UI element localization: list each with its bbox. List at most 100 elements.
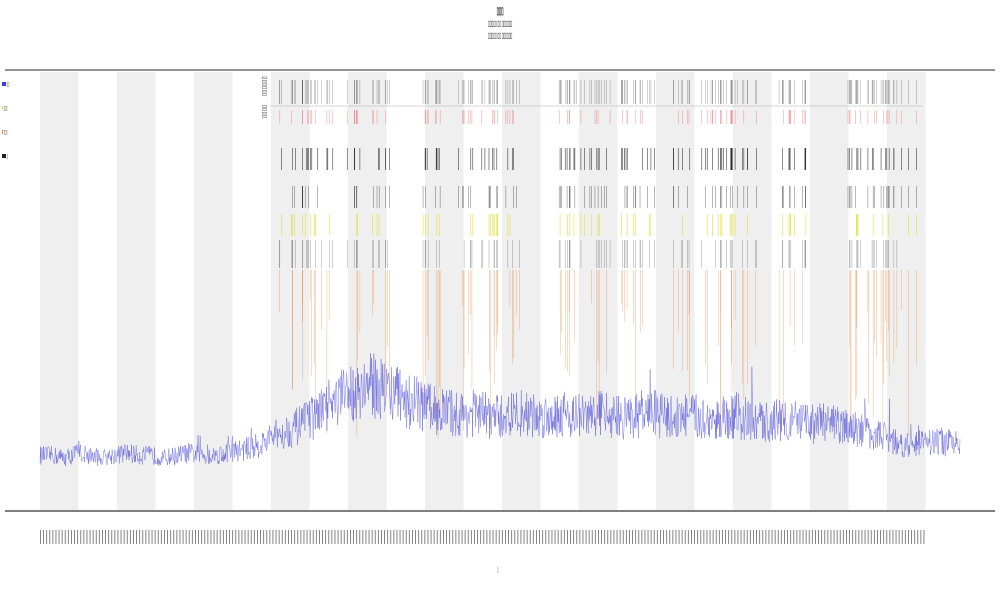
x-tick-label: [306, 530, 308, 544]
x-tick-label: [319, 530, 320, 544]
x-tick-label: [722, 530, 723, 544]
x-tick-label: [133, 530, 134, 544]
x-tick-label: [142, 530, 144, 544]
x-tick-label: [173, 530, 175, 544]
x-tick-label: [753, 530, 754, 544]
x-tick-label: [923, 530, 925, 544]
x-tick-label: [756, 530, 757, 544]
event-markers: [279, 80, 917, 439]
x-tick-label: [846, 530, 847, 544]
x-tick-label: [49, 530, 51, 544]
x-tick-label: [377, 530, 379, 544]
x-tick-label: [604, 530, 606, 544]
x-tick-label: [607, 530, 609, 544]
x-tick-label: [145, 530, 147, 544]
x-tick-label: [656, 530, 658, 544]
x-tick-label: [796, 530, 798, 544]
x-tick-label: [229, 530, 230, 544]
x-tick-label: [123, 530, 125, 544]
x-tick-label: [483, 530, 485, 544]
x-tick-label: [842, 530, 844, 544]
chart-title: ▯▯▯ ▯▯▯▯▯ ▯▯ ▯▯▯▯▯▯ ▯▯▯▯▯ ▯▯ ▯▯▯▯▯▯: [0, 6, 1000, 42]
x-tick-label: [154, 530, 156, 544]
background-band: [271, 72, 310, 510]
x-tick-label: [517, 530, 519, 544]
x-tick-label: [216, 530, 218, 544]
x-tick-label: [529, 530, 531, 544]
x-tick-label: [647, 530, 649, 544]
x-tick-label: [105, 530, 106, 544]
x-tick-label: [625, 530, 627, 544]
x-tick-label: [880, 530, 881, 544]
x-tick-label: [709, 530, 711, 544]
x-tick-label: [687, 530, 689, 544]
x-tick-label: [393, 530, 395, 544]
x-tick-label: [508, 530, 509, 544]
x-tick-label: [877, 530, 878, 544]
x-tick-label: [501, 530, 503, 544]
x-tick-label: [523, 530, 525, 544]
x-tick-label: [684, 530, 686, 544]
x-tick-label: [408, 530, 410, 544]
x-tick-label: [563, 530, 565, 544]
x-tick-label: [52, 530, 54, 544]
x-tick-label: [238, 530, 240, 544]
x-tick-label: [95, 530, 97, 544]
legend-item: ▯▯: [2, 78, 14, 90]
x-tick-label: [718, 530, 720, 544]
x-tick-label: [182, 530, 184, 544]
x-tick-label: [74, 530, 75, 544]
x-tick-label: [591, 530, 593, 544]
x-tick-label: [241, 530, 243, 544]
background-band: [348, 72, 387, 510]
x-tick-label: [98, 530, 100, 544]
x-tick-label: [740, 530, 742, 544]
x-tick-label: [821, 530, 823, 544]
x-tick-label: [46, 530, 48, 544]
x-tick-label: [412, 530, 413, 544]
x-tick-label: [839, 530, 841, 544]
x-tick-label: [616, 530, 618, 544]
x-tick-label: [334, 530, 336, 544]
x-tick-label: [71, 530, 72, 544]
x-tick-label: [191, 530, 193, 544]
legend-swatch: [2, 82, 6, 86]
x-tick-label: [55, 530, 57, 544]
x-tick-label: [340, 530, 342, 544]
x-tick-label: [275, 530, 277, 544]
x-tick-label: [691, 530, 692, 544]
x-tick-label: [526, 530, 528, 544]
x-tick-label: [381, 530, 382, 544]
x-tick-label: [129, 530, 131, 544]
x-tick-label: [650, 530, 652, 544]
x-tick-label: [545, 530, 547, 544]
x-tick-label: [585, 530, 587, 544]
x-tick-label: [328, 530, 330, 544]
x-tick-label: [768, 530, 770, 544]
legend: ▯▯ ▯▯▯ ▯▯▯ ▯: [2, 78, 14, 174]
x-tick-label: [706, 530, 708, 544]
x-tick-label: [498, 530, 500, 544]
x-tick-label: [824, 530, 826, 544]
x-tick-label: [371, 530, 373, 544]
x-tick-label: [836, 530, 838, 544]
x-tick-label: [576, 530, 578, 544]
x-tick-label: [554, 530, 556, 544]
x-tick-label: [641, 530, 643, 544]
x-tick-label: [325, 530, 327, 544]
x-tick-label: [170, 530, 172, 544]
background-band: [40, 72, 79, 510]
x-tick-label: [346, 530, 348, 544]
x-tick-label: [92, 530, 94, 544]
background-band: [502, 72, 541, 510]
x-tick-label: [164, 530, 165, 544]
x-tick-label: [226, 530, 227, 544]
x-tick-label: [777, 530, 779, 544]
legend-item: ▯▯▯: [2, 102, 14, 114]
legend-swatch: [2, 106, 4, 110]
x-tick-label: [396, 530, 398, 544]
x-tick-label: [387, 530, 389, 544]
x-tick-label: [638, 530, 640, 544]
x-tick-label: [300, 530, 302, 544]
